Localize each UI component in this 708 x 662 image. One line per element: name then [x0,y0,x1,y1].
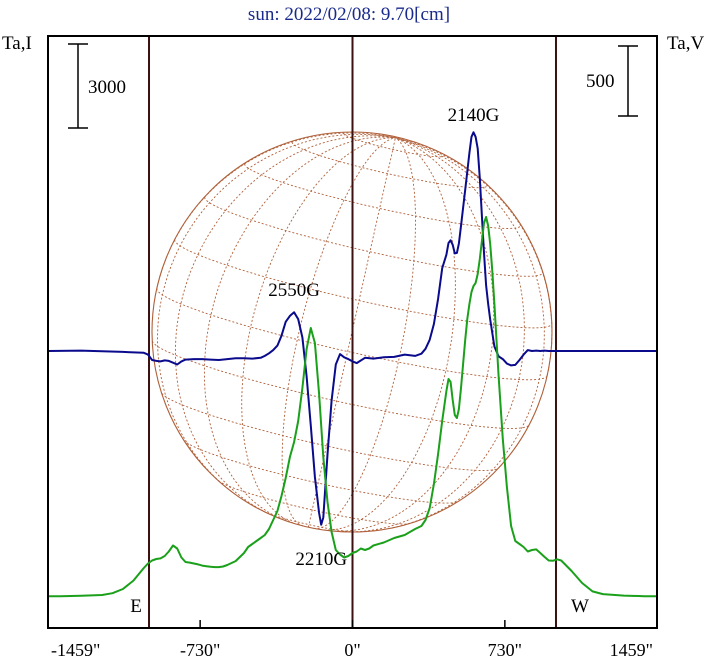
latitude-line [204,197,544,277]
x-tick-label: 1459" [610,640,653,660]
longitude-line [281,137,396,527]
x-tick-label: 730" [488,640,522,660]
latitude-line [156,288,548,381]
right-axis-label: Ta,V [667,33,704,54]
series-circular-polarization-line [47,131,657,526]
longitude-line [203,136,396,522]
chart-title: sun: 2022/02/08: 9.70[cm] [248,4,450,25]
latitude-line [161,393,499,471]
limb-label-east: E [130,596,142,617]
limb-label-west: W [571,596,589,617]
longitude-line [307,137,396,528]
annotation-label: 2550G [268,280,320,301]
right-scale-bar-label: 500 [586,71,615,92]
x-tick-label: 0" [344,640,360,660]
annotation-label: 2210G [295,549,347,570]
longitude-line [174,135,396,517]
longitude-line [156,132,396,289]
latitude-line [342,133,445,158]
longitude-line [313,137,416,529]
latitude-line [218,480,410,525]
longitude-line [344,137,525,533]
longitude-line [157,133,396,495]
left-scale-bar-label: 3000 [88,77,126,98]
series-intensity-line [48,216,657,598]
latitude-line [244,163,522,229]
annotation-label: 2140G [448,105,500,126]
left-axis-label: Ta,I [2,33,32,54]
chart-overlay: -1459" -730" 0" 730" 1459" E W 3000 500 2550G 2210… [47,43,658,660]
x-tick-label: -730" [180,640,220,660]
chart-marks [47,36,657,628]
x-tick-label: -1459" [51,640,100,660]
longitude-line [330,137,495,532]
longitude-line [395,137,553,376]
longitude-line [241,137,396,524]
longitude-line [323,137,456,531]
